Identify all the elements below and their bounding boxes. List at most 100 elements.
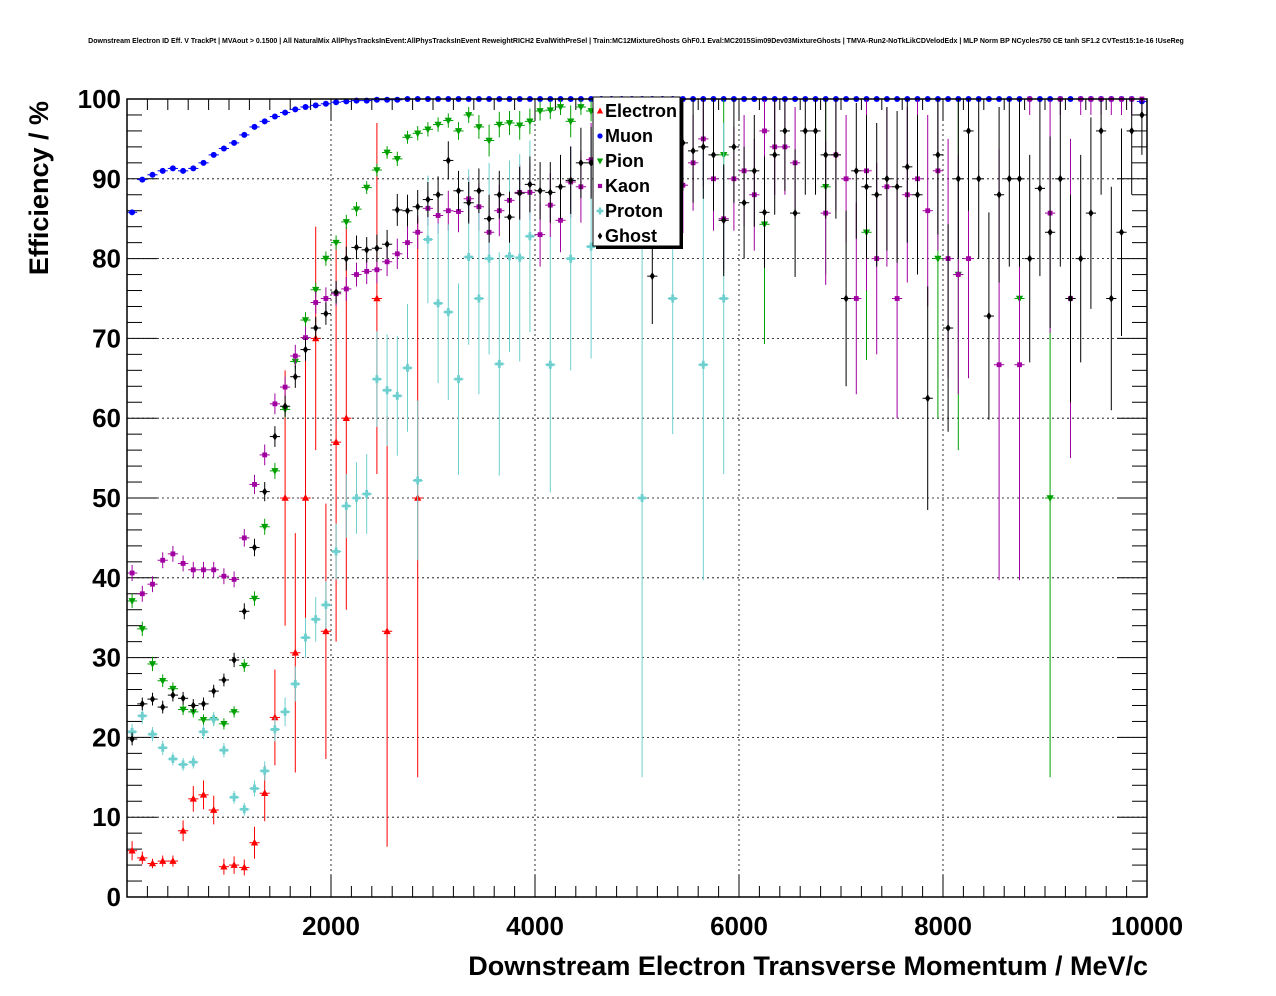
electron-point <box>189 794 197 802</box>
kaon-point <box>282 384 288 390</box>
pion-point <box>159 677 167 685</box>
proton-point <box>199 727 208 736</box>
ghost-point <box>721 216 727 225</box>
kaon-point <box>252 482 257 487</box>
legend-label-proton: Proton <box>605 201 663 221</box>
electron-point <box>240 863 248 871</box>
proton-point <box>413 476 422 485</box>
kaon-point <box>170 551 176 557</box>
muon-point <box>129 209 136 216</box>
ghost-point <box>394 205 400 214</box>
kaon-point <box>405 240 410 246</box>
proton-point <box>168 754 177 763</box>
y-tick-label: 70 <box>92 323 121 353</box>
pion-point <box>505 120 514 127</box>
proton-point <box>138 711 147 720</box>
y-tick-label: 80 <box>92 244 121 274</box>
pion-point <box>485 137 493 145</box>
ghost-point <box>935 150 941 159</box>
ghost-point <box>557 182 564 191</box>
ghost-point <box>435 190 441 199</box>
ghost-point <box>751 166 757 175</box>
pion-point <box>189 709 197 716</box>
ghost-point <box>925 394 931 403</box>
kaon-point <box>364 268 370 274</box>
pion-point <box>312 286 320 294</box>
pion-point <box>128 598 136 605</box>
pion-point <box>1046 495 1054 502</box>
ghost-point <box>302 345 309 354</box>
ghost-point <box>272 432 278 441</box>
y-tick-label: 30 <box>92 643 121 673</box>
y-tick-label: 20 <box>92 722 121 752</box>
proton-point <box>638 494 647 502</box>
proton-point <box>209 715 218 724</box>
electron-point <box>128 846 136 854</box>
pion-point <box>495 121 503 129</box>
kaon-point <box>558 217 563 223</box>
proton-point <box>270 725 279 734</box>
legend-marker-pion <box>596 158 604 165</box>
muon-point <box>210 151 217 158</box>
pion-point <box>373 167 381 175</box>
legend-marker-electron <box>596 107 604 114</box>
muon-point <box>322 100 329 107</box>
pion-point <box>577 104 585 111</box>
proton-point <box>434 299 443 308</box>
muon-point <box>169 165 176 172</box>
pion-point <box>301 317 310 325</box>
electron-point <box>332 438 340 445</box>
proton-point <box>179 760 188 769</box>
kaon-point <box>925 208 931 214</box>
ghost-point <box>945 324 951 333</box>
ghost-point <box>262 487 268 496</box>
ghost-point <box>812 126 819 135</box>
proton-point <box>332 547 341 556</box>
proton-point <box>281 707 290 716</box>
ghost-point <box>200 699 207 708</box>
ghost-point <box>731 142 737 151</box>
proton-point <box>342 501 351 510</box>
electron-point <box>301 494 310 501</box>
ghost-point <box>476 186 482 195</box>
kaon-point <box>1017 362 1022 368</box>
y-tick-label: 90 <box>92 164 121 194</box>
proton-point <box>403 363 412 372</box>
legend-label-ghost: Ghost <box>605 226 657 246</box>
muon-point <box>231 139 238 146</box>
kaon-point <box>201 567 206 573</box>
axis-ticks: 2000 4000 6000 8000 10000 0 10 20 30 40 50 60 70 80 90… <box>78 84 1184 941</box>
ghost-point <box>741 198 747 207</box>
ghost-point <box>914 190 921 199</box>
pion-point <box>434 121 442 129</box>
legend-label-muon: Muon <box>605 126 653 146</box>
proton-point <box>668 294 677 303</box>
ghost-point <box>323 309 329 318</box>
ghost-point <box>1057 174 1063 183</box>
ghost-point <box>211 687 217 696</box>
ghost-point <box>313 324 319 333</box>
proton-point <box>250 784 259 793</box>
legend-marker-ghost <box>597 232 603 240</box>
pion-point <box>352 206 361 214</box>
pion-point <box>454 128 463 135</box>
x-tick-label: 4000 <box>506 911 564 941</box>
ghost-point <box>1118 228 1125 237</box>
ghost-point <box>1139 110 1145 119</box>
pion-point <box>199 717 208 724</box>
proton-point <box>230 793 239 802</box>
proton-point <box>587 242 596 251</box>
ghost-point <box>1027 254 1033 263</box>
proton-point <box>699 360 708 369</box>
ghost-point <box>863 182 870 191</box>
pion-point <box>475 124 483 131</box>
kaon-point <box>343 286 349 292</box>
muon-point <box>373 96 380 103</box>
ghost-point <box>506 213 513 222</box>
proton-point <box>128 727 137 736</box>
ghost-point <box>404 206 411 215</box>
y-tick-label: 50 <box>92 483 121 513</box>
ghost-point <box>374 244 380 253</box>
proton-point <box>495 359 504 368</box>
y-tick-label: 10 <box>92 802 121 832</box>
